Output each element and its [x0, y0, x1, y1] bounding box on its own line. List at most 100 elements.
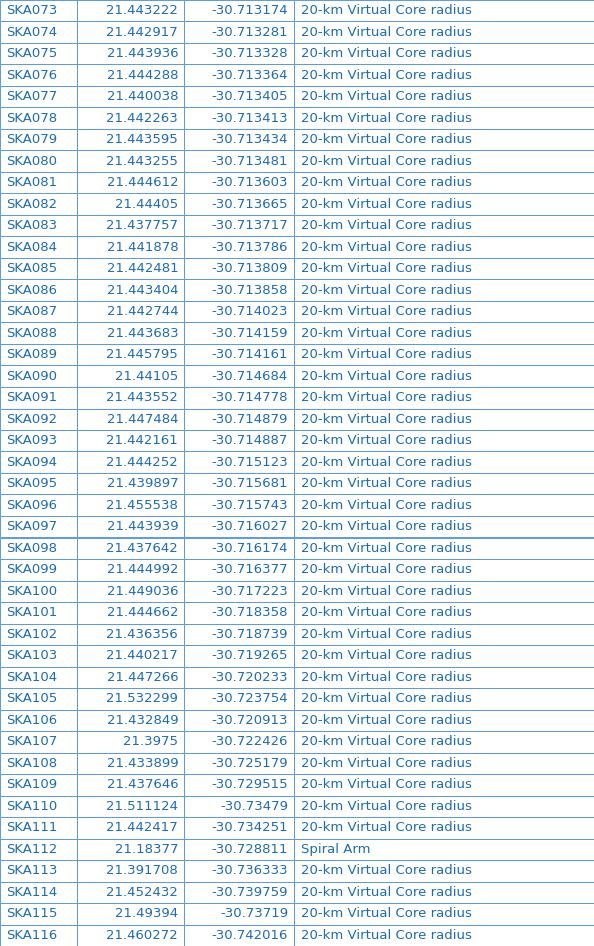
Text: -30.713364: -30.713364: [211, 69, 288, 81]
Text: -30.723754: -30.723754: [211, 692, 288, 706]
Text: 20-km Virtual Core radius: 20-km Virtual Core radius: [301, 907, 472, 920]
Bar: [184, 796, 294, 817]
Text: 21.455538: 21.455538: [106, 499, 178, 512]
Bar: [294, 129, 594, 150]
Text: -30.713405: -30.713405: [211, 90, 288, 103]
Bar: [0, 344, 77, 365]
Bar: [0, 86, 77, 108]
Bar: [77, 623, 184, 645]
Text: 21.440217: 21.440217: [106, 649, 178, 662]
Bar: [294, 903, 594, 924]
Text: SKA109: SKA109: [6, 779, 57, 791]
Bar: [184, 645, 294, 667]
Bar: [0, 602, 77, 623]
Bar: [0, 473, 77, 495]
Bar: [184, 387, 294, 409]
Text: 20-km Virtual Core radius: 20-km Virtual Core radius: [301, 779, 472, 791]
Bar: [294, 301, 594, 323]
Text: 20-km Virtual Core radius: 20-km Virtual Core radius: [301, 392, 472, 404]
Bar: [77, 451, 184, 473]
Bar: [0, 581, 77, 602]
Text: SKA085: SKA085: [6, 262, 57, 275]
Bar: [77, 860, 184, 882]
Text: -30.714023: -30.714023: [211, 306, 288, 318]
Bar: [77, 64, 184, 86]
Text: -30.714684: -30.714684: [212, 370, 288, 383]
Text: -30.73479: -30.73479: [220, 799, 288, 813]
Bar: [294, 495, 594, 516]
Text: -30.715123: -30.715123: [211, 456, 288, 469]
Bar: [77, 430, 184, 451]
Text: 20-km Virtual Core radius: 20-km Virtual Core radius: [301, 821, 472, 834]
Bar: [184, 581, 294, 602]
Text: 20-km Virtual Core radius: 20-km Virtual Core radius: [301, 585, 472, 598]
Bar: [77, 150, 184, 172]
Bar: [77, 903, 184, 924]
Text: 20-km Virtual Core radius: 20-km Virtual Core radius: [301, 735, 472, 748]
Text: 21.442161: 21.442161: [106, 434, 178, 447]
Bar: [184, 623, 294, 645]
Text: 20-km Virtual Core radius: 20-km Virtual Core radius: [301, 929, 472, 942]
Text: SKA090: SKA090: [6, 370, 57, 383]
Bar: [184, 924, 294, 946]
Bar: [184, 602, 294, 623]
Bar: [294, 667, 594, 688]
Text: 21.442263: 21.442263: [106, 112, 178, 125]
Bar: [294, 409, 594, 430]
Text: 20-km Virtual Core radius: 20-km Virtual Core radius: [301, 456, 472, 469]
Bar: [184, 817, 294, 838]
Text: 21.439897: 21.439897: [106, 477, 178, 490]
Bar: [184, 0, 294, 22]
Bar: [0, 623, 77, 645]
Text: 21.444612: 21.444612: [106, 176, 178, 189]
Bar: [294, 43, 594, 64]
Text: 21.452432: 21.452432: [106, 885, 178, 899]
Text: -30.725179: -30.725179: [211, 757, 288, 770]
Text: -30.713174: -30.713174: [211, 4, 288, 17]
Bar: [184, 86, 294, 108]
Bar: [77, 645, 184, 667]
Bar: [184, 344, 294, 365]
Text: 20-km Virtual Core radius: 20-km Virtual Core radius: [301, 348, 472, 361]
Text: 20-km Virtual Core radius: 20-km Virtual Core radius: [301, 757, 472, 770]
Text: SKA086: SKA086: [6, 284, 57, 297]
Text: 21.444252: 21.444252: [106, 456, 178, 469]
Bar: [77, 22, 184, 43]
Text: 20-km Virtual Core radius: 20-km Virtual Core radius: [301, 284, 472, 297]
Bar: [184, 710, 294, 731]
Bar: [0, 559, 77, 581]
Bar: [294, 882, 594, 903]
Bar: [294, 258, 594, 279]
Bar: [0, 365, 77, 387]
Text: 21.443552: 21.443552: [106, 392, 178, 404]
Bar: [294, 731, 594, 752]
Bar: [77, 882, 184, 903]
Bar: [77, 279, 184, 301]
Text: -30.713858: -30.713858: [211, 284, 288, 297]
Bar: [77, 924, 184, 946]
Text: SKA073: SKA073: [6, 4, 57, 17]
Bar: [0, 258, 77, 279]
Text: -30.713434: -30.713434: [211, 133, 288, 147]
Bar: [0, 882, 77, 903]
Text: 21.443936: 21.443936: [106, 47, 178, 61]
Text: 20-km Virtual Core radius: 20-km Virtual Core radius: [301, 155, 472, 167]
Bar: [77, 258, 184, 279]
Text: SKA076: SKA076: [6, 69, 57, 81]
Bar: [294, 365, 594, 387]
Bar: [294, 796, 594, 817]
Bar: [77, 495, 184, 516]
Text: 20-km Virtual Core radius: 20-km Virtual Core radius: [301, 799, 472, 813]
Bar: [0, 323, 77, 344]
Bar: [294, 710, 594, 731]
Text: SKA074: SKA074: [6, 26, 57, 39]
Text: 21.18377: 21.18377: [115, 843, 178, 856]
Text: -30.713809: -30.713809: [211, 262, 288, 275]
Text: 21.449036: 21.449036: [107, 585, 178, 598]
Bar: [294, 22, 594, 43]
Bar: [184, 150, 294, 172]
Bar: [294, 215, 594, 236]
Bar: [77, 86, 184, 108]
Bar: [0, 150, 77, 172]
Bar: [184, 559, 294, 581]
